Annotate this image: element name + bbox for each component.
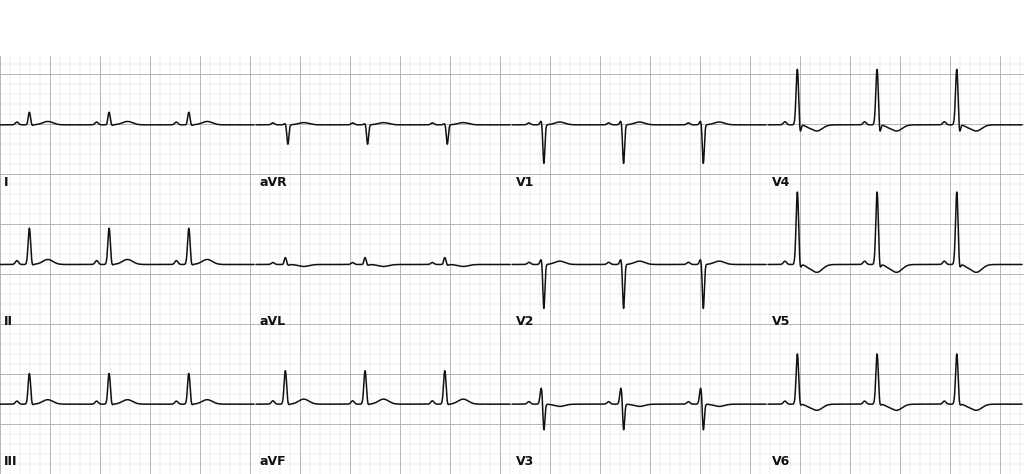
- Text: V6: V6: [772, 455, 791, 468]
- Text: V2: V2: [516, 315, 535, 328]
- Text: V1: V1: [516, 176, 535, 189]
- Text: II: II: [4, 315, 13, 328]
- Text: V3: V3: [516, 455, 535, 468]
- Text: aVR: aVR: [260, 176, 288, 189]
- Text: III: III: [4, 455, 17, 468]
- Text: aVF: aVF: [260, 455, 287, 468]
- Text: aVL: aVL: [260, 315, 286, 328]
- Text: V5: V5: [772, 315, 791, 328]
- Text: I: I: [4, 176, 8, 189]
- Text: V4: V4: [772, 176, 791, 189]
